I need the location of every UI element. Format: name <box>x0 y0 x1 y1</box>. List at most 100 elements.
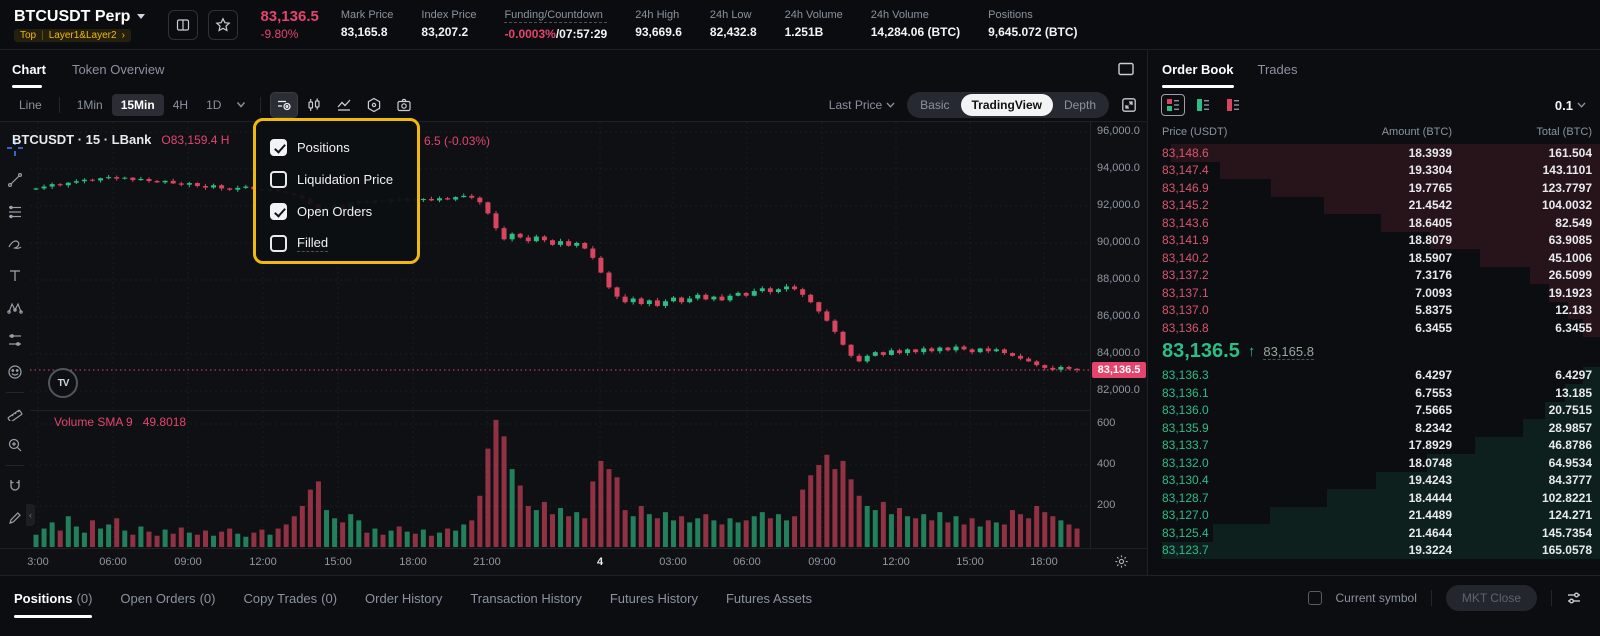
mid-price-row[interactable]: 83,136.5 ↑ 83,165.8 <box>1148 337 1600 367</box>
ask-row[interactable]: 83,140.2 18.5907 45.1006 <box>1148 249 1600 267</box>
price-axis[interactable]: 96,000.0 94,000.0 92,000.0 90,000.0 88,000.0… <box>1090 122 1147 548</box>
ask-row[interactable]: 83,141.9 18.8079 63.9085 <box>1148 231 1600 249</box>
checkbox-checked[interactable] <box>270 202 287 220</box>
tradingview-logo[interactable]: TV <box>48 368 78 398</box>
tab-token-overview[interactable]: Token Overview <box>72 50 164 88</box>
bid-row[interactable]: 83,133.7 17.8929 46.8786 <box>1148 436 1600 454</box>
pattern-tool[interactable] <box>2 292 28 324</box>
fullscreen-icon[interactable] <box>1121 97 1137 113</box>
bottom-tab-futures-assets[interactable]: Futures Assets <box>726 576 812 620</box>
tab-order-book[interactable]: Order Book <box>1162 50 1234 88</box>
bid-row[interactable]: 83,136.0 7.5665 20.7515 <box>1148 401 1600 419</box>
bottom-tab-order-history[interactable]: Order History <box>365 576 442 620</box>
ask-row[interactable]: 83,143.6 18.6405 82.549 <box>1148 214 1600 232</box>
candlestick-chart[interactable] <box>30 122 1090 410</box>
chart-settings-button[interactable] <box>361 93 387 117</box>
indicators-button[interactable] <box>331 93 357 117</box>
timeframe-4h[interactable]: 4H <box>164 94 197 116</box>
tab-trades[interactable]: Trades <box>1258 50 1298 88</box>
magnet-tool[interactable] <box>2 470 28 502</box>
bid-row[interactable]: 83,136.1 6.7553 13.185 <box>1148 384 1600 402</box>
bottom-tab-transaction-history[interactable]: Transaction History <box>470 576 582 620</box>
orderbook-view-both-icon <box>1167 99 1179 111</box>
depth-bar <box>1549 284 1600 302</box>
mode-depth[interactable]: Depth <box>1053 94 1107 116</box>
filter-settings-icon[interactable] <box>1566 590 1582 606</box>
candle-style-button[interactable] <box>301 93 327 117</box>
ob-total: 6.3455 <box>1555 320 1592 335</box>
timeframe-more-chevron-icon[interactable] <box>236 101 246 108</box>
precision-dropdown[interactable]: 0.1 <box>1555 98 1586 113</box>
ask-row[interactable]: 83,145.2 21.4542 104.0032 <box>1148 196 1600 214</box>
bid-row[interactable]: 83,127.0 21.4489 124.271 <box>1148 506 1600 524</box>
view-both-button[interactable] <box>1161 94 1185 116</box>
time-axis-label: 3:00 <box>27 556 49 568</box>
favorite-button[interactable] <box>208 9 239 40</box>
chart-style-line[interactable]: Line <box>10 94 51 116</box>
checkbox-unchecked[interactable] <box>270 234 287 252</box>
current-symbol-checkbox[interactable] <box>1307 591 1322 605</box>
toolbar-collapse-handle[interactable]: ‹ <box>26 504 35 526</box>
measure-tool[interactable] <box>2 397 28 429</box>
edit-tool[interactable] <box>2 502 28 534</box>
ask-row[interactable]: 83,146.9 19.7765 123.7797 <box>1148 179 1600 197</box>
symbol-tags[interactable]: Top | Layer1&Layer2 › <box>14 28 131 42</box>
orderbook-toggle-button[interactable] <box>168 9 199 40</box>
volume-axis-label: 600 <box>1097 417 1116 429</box>
popup-checkbox-item[interactable]: Liquidation Price <box>270 163 417 195</box>
trendline-tool[interactable] <box>2 164 28 196</box>
ob-total: 165.0578 <box>1541 543 1592 558</box>
ask-row[interactable]: 83,147.4 19.3304 143.1101 <box>1148 161 1600 179</box>
ob-total: 161.504 <box>1548 145 1592 160</box>
volume-chart[interactable] <box>30 410 1090 548</box>
tab-chart[interactable]: Chart <box>12 50 46 88</box>
emoji-tool[interactable] <box>2 356 28 388</box>
bottom-tab-open-orders[interactable]: Open Orders (0) <box>120 576 215 620</box>
screenshot-button[interactable] <box>391 93 417 117</box>
bid-row[interactable]: 83,130.4 19.4243 84.3777 <box>1148 471 1600 489</box>
brush-tool[interactable] <box>2 228 28 260</box>
bid-row[interactable]: 83,123.7 19.3224 165.0578 <box>1148 541 1600 559</box>
bottom-tab-futures-history[interactable]: Futures History <box>610 576 698 620</box>
layout-icon[interactable] <box>1117 61 1135 77</box>
bid-row[interactable]: 83,132.0 18.0748 64.9534 <box>1148 454 1600 472</box>
ask-row[interactable]: 83,137.0 5.8375 12.183 <box>1148 301 1600 319</box>
ask-row[interactable]: 83,148.6 18.3939 161.504 <box>1148 144 1600 162</box>
bottom-tab-positions[interactable]: Positions (0) <box>14 576 93 620</box>
timeframe-1d[interactable]: 1D <box>197 94 230 116</box>
timeframe-1min[interactable]: 1Min <box>68 94 112 116</box>
popup-checkbox-item[interactable]: Open Orders <box>270 195 417 227</box>
ask-row[interactable]: 83,137.1 7.0093 19.1923 <box>1148 284 1600 302</box>
view-asks-button[interactable] <box>1222 95 1244 115</box>
checkbox-unchecked[interactable] <box>270 170 287 188</box>
popup-checkbox-item[interactable]: Positions <box>270 131 417 163</box>
price-source-dropdown[interactable]: Last Price <box>829 98 895 112</box>
ask-row[interactable]: 83,136.8 6.3455 6.3455 <box>1148 319 1600 337</box>
fib-tool[interactable] <box>2 196 28 228</box>
display-settings-button[interactable] <box>270 91 299 118</box>
forecast-tool[interactable] <box>2 324 28 356</box>
mkt-close-button[interactable]: MKT Close <box>1445 585 1537 611</box>
crosshair-tool[interactable] <box>2 132 28 164</box>
bid-row[interactable]: 83,128.7 18.4444 102.8221 <box>1148 489 1600 507</box>
timeframe-15min[interactable]: 15Min <box>111 93 164 116</box>
bid-row[interactable]: 83,125.4 21.4644 145.7354 <box>1148 524 1600 542</box>
mode-basic[interactable]: Basic <box>909 94 960 116</box>
chart-area[interactable]: ‹ BTCUSDT · 15 · LBank O83,159.4 H 6.5 (-… <box>0 118 1147 548</box>
bid-row[interactable]: 83,135.9 8.2342 28.9857 <box>1148 419 1600 437</box>
view-bids-button[interactable] <box>1192 95 1214 115</box>
magnet-icon <box>10 480 20 491</box>
time-axis[interactable]: 3:00 06:00 09:00 12:00 15:00 18:00 21:00 4 03:00… <box>0 548 1147 575</box>
mode-tradingview[interactable]: TradingView <box>960 93 1053 116</box>
time-axis-label: 03:00 <box>659 556 687 568</box>
symbol-selector[interactable]: BTCUSDT Perp <box>14 8 146 26</box>
bottom-tab-copy-trades[interactable]: Copy Trades (0) <box>243 576 337 620</box>
bid-row[interactable]: 83,136.3 6.4297 6.4297 <box>1148 366 1600 384</box>
axis-settings-gear-icon[interactable] <box>1114 554 1129 569</box>
ask-row[interactable]: 83,137.2 7.3176 26.5099 <box>1148 266 1600 284</box>
checkbox-checked[interactable] <box>270 138 287 156</box>
text-tool[interactable] <box>2 260 28 292</box>
popup-checkbox-item[interactable]: Filled <box>270 227 417 259</box>
zoom-in-tool[interactable] <box>2 429 28 461</box>
stat-label[interactable]: Funding/Countdown <box>504 9 608 23</box>
